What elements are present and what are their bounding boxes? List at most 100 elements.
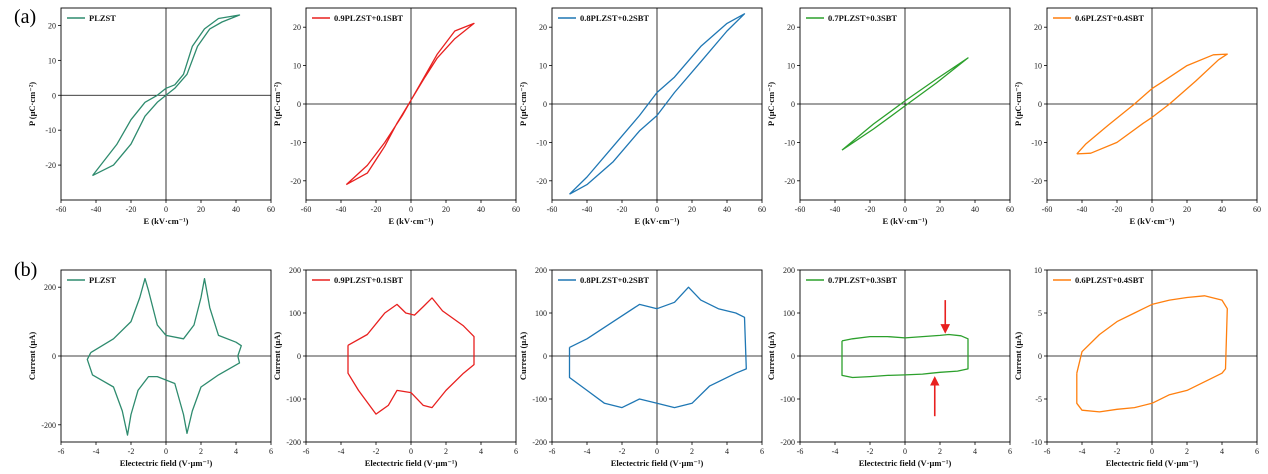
series-line-0.6PLZST+0.4SBT — [1076, 53, 1228, 155]
x-tick-label: 0 — [1150, 447, 1154, 456]
y-tick-label: -200 — [780, 438, 795, 447]
x-tick-label: -6 — [797, 447, 804, 456]
chart-panel-b-5: -6 -4 -2 0 2 4 6 -10 -5 0 5 10 Electectric field (V·… — [1013, 266, 1259, 468]
x-tick-label: -60 — [301, 205, 312, 214]
x-tick-label: 40 — [477, 205, 485, 214]
chart-panel-b-4: -6 -4 -2 0 2 4 6 -200 -100 0 100 200 Electectric fie… — [766, 266, 1012, 468]
y-tick-label: 10 — [1034, 62, 1042, 71]
series-line-0.8PLZST+0.2SBT — [568, 286, 747, 409]
x-tick-label: -4 — [832, 447, 839, 456]
row-label-b: (b) — [14, 259, 38, 281]
x-axis-label: E (kV·cm⁻¹) — [634, 216, 679, 226]
x-tick-label: 60 — [758, 205, 766, 214]
x-tick-label: 2 — [1185, 447, 1189, 456]
y-tick-label: 200 — [289, 266, 301, 275]
x-tick-label: 60 — [267, 205, 275, 214]
x-tick-label: -20 — [1112, 205, 1123, 214]
chart-panel-a-1: -60 -40 -20 0 20 40 60 -20 -10 0 10 20 E (kV·cm⁻¹) P … — [27, 7, 275, 226]
y-tick-label: 0 — [52, 352, 56, 361]
series-line-0.7PLZST+0.3SBT — [841, 333, 969, 379]
y-tick-label: 200 — [783, 266, 795, 275]
y-tick-label: 10 — [787, 62, 795, 71]
legend-label: PLZST — [89, 275, 116, 285]
x-tick-label: -60 — [547, 205, 558, 214]
x-tick-label: 0 — [903, 447, 907, 456]
legend-label: 0.8PLZST+0.2SBT — [580, 13, 649, 23]
x-tick-label: -2 — [373, 447, 380, 456]
y-axis-label: P (μC·cm⁻²) — [1013, 82, 1023, 126]
y-tick-label: 20 — [1034, 23, 1042, 32]
x-axis-label: E (kV·cm⁻¹) — [143, 216, 188, 226]
y-tick-label: 0 — [297, 352, 301, 361]
y-axis-label: P (μC·cm⁻²) — [272, 82, 282, 126]
y-tick-label: 5 — [1038, 309, 1042, 318]
series-line-0.8PLZST+0.2SBT — [569, 13, 746, 195]
y-tick-label: -200 — [532, 438, 547, 447]
x-tick-label: -6 — [303, 447, 310, 456]
y-tick-label: 100 — [289, 309, 301, 318]
x-tick-label: -4 — [93, 447, 100, 456]
x-tick-label: 4 — [1220, 447, 1224, 456]
y-tick-label: -20 — [290, 177, 301, 186]
y-tick-label: 0 — [543, 100, 547, 109]
x-tick-label: 0 — [655, 447, 659, 456]
x-tick-label: -6 — [549, 447, 556, 456]
y-axis-label: Current (μA) — [518, 332, 528, 381]
y-tick-label: 0 — [791, 352, 795, 361]
y-tick-label: 0 — [1038, 100, 1042, 109]
x-tick-label: 0 — [655, 205, 659, 214]
y-tick-label: -100 — [532, 395, 547, 404]
chart-panel-a-4: -60 -40 -20 0 20 40 60 -20 -10 0 10 20 E (kV·cm⁻¹) P … — [766, 7, 1014, 226]
y-tick-label: 10 — [48, 56, 56, 65]
y-tick-label: 20 — [48, 21, 56, 30]
x-tick-label: -4 — [584, 447, 591, 456]
x-tick-label: -20 — [126, 205, 137, 214]
x-tick-label: -2 — [619, 447, 626, 456]
y-axis-label: Current (μA) — [272, 332, 282, 381]
x-tick-label: 40 — [723, 205, 731, 214]
y-tick-label: 10 — [1034, 266, 1042, 275]
x-tick-label: -40 — [1077, 205, 1088, 214]
x-tick-label: 4 — [479, 447, 483, 456]
y-tick-label: -20 — [45, 161, 56, 170]
chart-panel-a-5: -60 -40 -20 0 20 40 60 -20 -10 0 10 20 E (kV·cm⁻¹) P … — [1013, 7, 1261, 226]
y-tick-label: -5 — [1035, 395, 1042, 404]
x-tick-label: 60 — [512, 205, 520, 214]
x-tick-label: -40 — [582, 205, 593, 214]
x-tick-label: -6 — [1044, 447, 1051, 456]
x-axis-label: E (kV·cm⁻¹) — [388, 216, 433, 226]
x-tick-label: -2 — [867, 447, 874, 456]
x-tick-label: 20 — [442, 205, 450, 214]
chart-panel-b-3: -6 -4 -2 0 2 4 6 -200 -100 0 100 200 Electectric fie… — [518, 266, 764, 468]
y-axis-label: Current (μA) — [766, 332, 776, 381]
y-tick-label: -100 — [780, 395, 795, 404]
x-tick-label: -4 — [1079, 447, 1086, 456]
x-tick-label: 40 — [1218, 205, 1226, 214]
y-tick-label: -100 — [286, 395, 301, 404]
y-tick-label: 20 — [787, 23, 795, 32]
x-axis-label: E (kV·cm⁻¹) — [1129, 216, 1174, 226]
x-tick-label: 2 — [690, 447, 694, 456]
y-tick-label: -10 — [45, 126, 56, 135]
y-tick-label: -20 — [536, 177, 547, 186]
x-tick-label: 4 — [234, 447, 238, 456]
x-tick-label: 0 — [409, 205, 413, 214]
x-tick-label: -20 — [865, 205, 876, 214]
legend-label: 0.7PLZST+0.3SBT — [828, 275, 897, 285]
x-tick-label: 0 — [409, 447, 413, 456]
legend-label: 0.9PLZST+0.1SBT — [334, 13, 403, 23]
x-tick-label: -2 — [1114, 447, 1121, 456]
y-tick-label: 10 — [539, 62, 547, 71]
x-tick-label: 60 — [1006, 205, 1014, 214]
x-tick-label: 6 — [1008, 447, 1012, 456]
series-line-0.6PLZST+0.4SBT — [1076, 295, 1228, 413]
series-line-0.9PLZST+0.1SBT — [345, 22, 475, 186]
x-tick-label: 4 — [725, 447, 729, 456]
y-tick-label: 0 — [297, 100, 301, 109]
chart-panel-a-3: -60 -40 -20 0 20 40 60 -20 -10 0 10 20 E (kV·cm⁻¹) P … — [518, 7, 766, 226]
x-tick-label: -6 — [58, 447, 65, 456]
y-tick-label: -10 — [1031, 138, 1042, 147]
x-tick-label: -4 — [338, 447, 345, 456]
series-line-0.9PLZST+0.1SBT — [347, 297, 475, 415]
